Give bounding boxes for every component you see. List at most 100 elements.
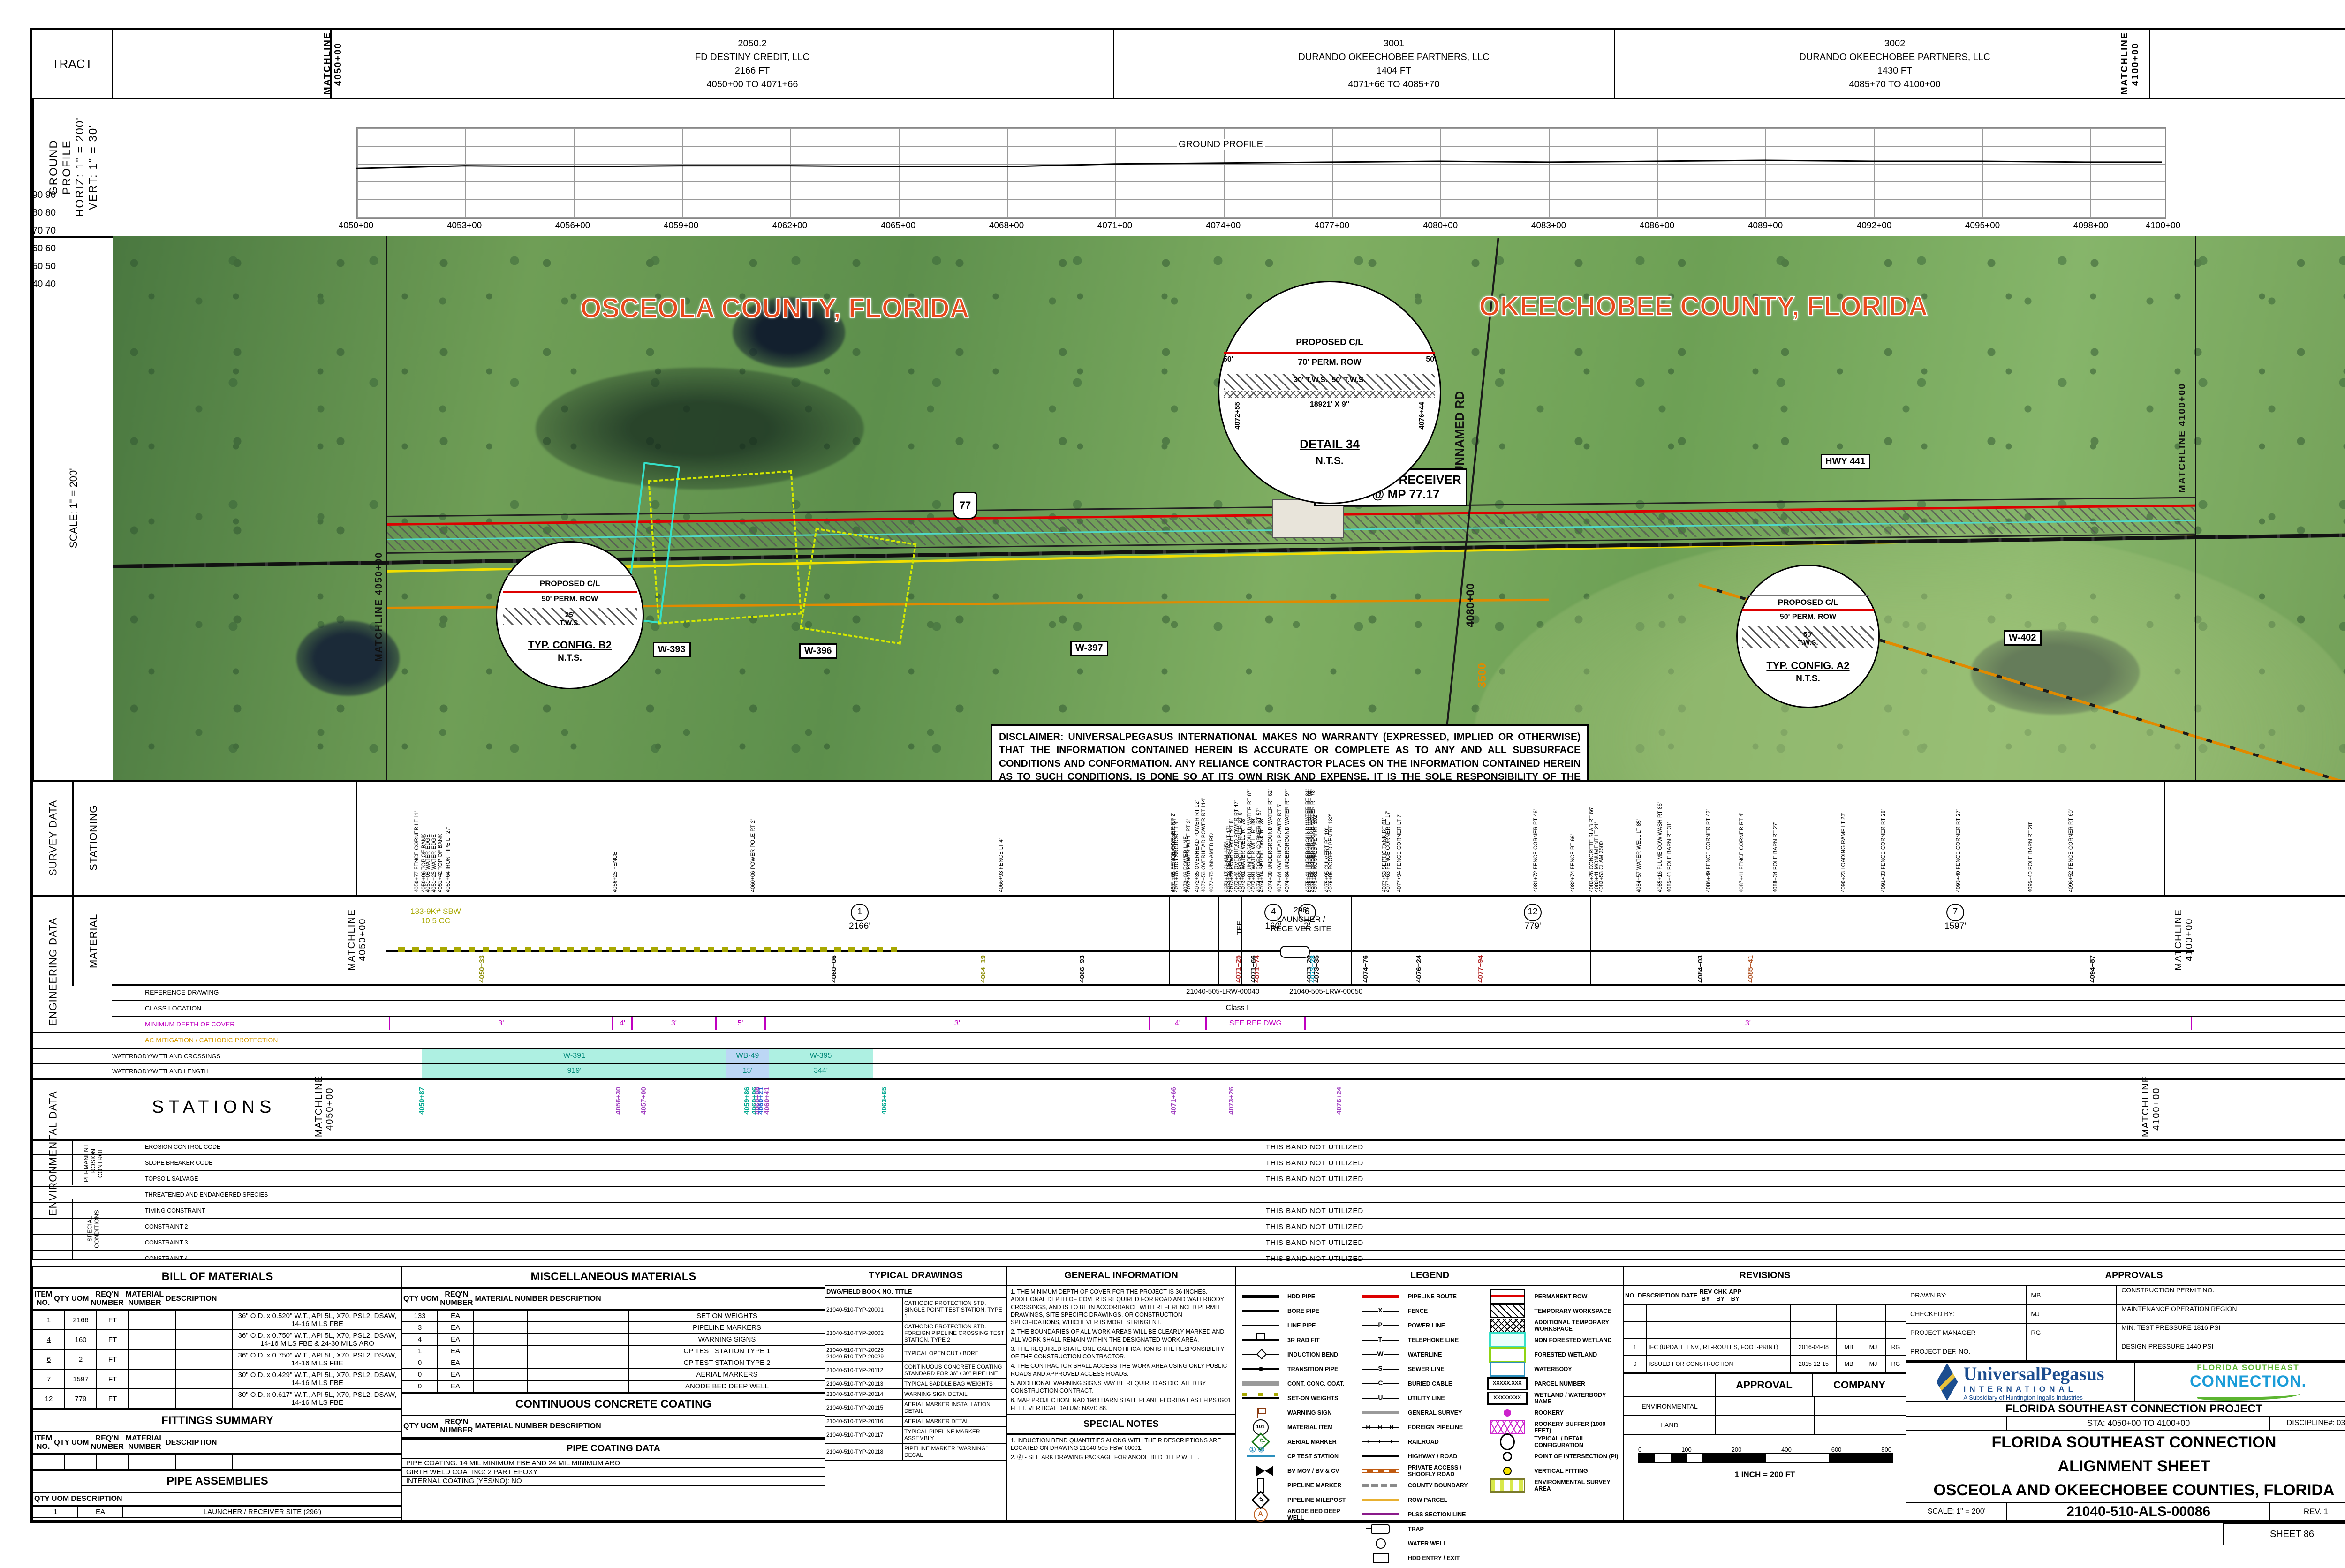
x-tick: 4065+00 xyxy=(880,221,916,231)
misc-row: 133 EA SET ON WEIGHTS xyxy=(402,1311,825,1322)
matchline-4100-mat: MATCHLINE 4100+00 xyxy=(2173,908,2194,971)
material-item: 4 160' xyxy=(1264,904,1282,932)
depth-segment: SEE REF DWG xyxy=(1205,1017,1306,1030)
material-station: 4084+03 xyxy=(1696,955,1704,983)
x-tick: 4050+00 xyxy=(338,221,374,231)
concrete-header: QTY xyxy=(403,1422,419,1430)
legend-item: CONT. CONC. COAT. xyxy=(1238,1376,1357,1391)
legend-item: RAILROAD xyxy=(1359,1434,1483,1449)
material-station: 4094+87 xyxy=(2088,955,2096,983)
env-row-label: EROSION CONTROL CODE xyxy=(145,1144,221,1150)
x-tick: 4098+00 xyxy=(2073,221,2109,231)
env-band-row: TOPSOIL SALVAGE THIS BAND NOT UTILIZED xyxy=(32,1171,2345,1187)
band-not-utilized: THIS BAND NOT UTILIZED xyxy=(1265,1238,1364,1247)
reference-dwg-2: 21040-505-LRW-00050 xyxy=(1289,988,1363,995)
material-station: 4071+74 xyxy=(1253,955,1261,983)
typical-row: 21040-510-TYP-20115 AERIAL MARKER INSTAL… xyxy=(825,1400,1006,1417)
env-stations-label: STATIONS xyxy=(152,1097,276,1117)
concrete-header: UOM xyxy=(420,1422,439,1430)
hwy-label: HWY 441 xyxy=(1821,454,1870,469)
approval-info: MIN. TEST PRESSURE 1816 PSI xyxy=(2117,1324,2345,1342)
legend-item: FENCE xyxy=(1359,1304,1483,1318)
typ-config-a2-circle: PROPOSED C/L 50' PERM. ROW 50' T.W.S. TY… xyxy=(1736,565,1880,708)
revisions-headers: NO. DESCRIPTION DATE REV BY CHK BY APP BY xyxy=(1624,1286,1906,1305)
env-row-label: CONSTRAINT 4 xyxy=(145,1255,188,1262)
approval-field: PROJECT MANAGER RG xyxy=(1906,1324,2116,1342)
x-tick: 4071+00 xyxy=(1097,221,1133,231)
legend-item: POWER LINE xyxy=(1359,1318,1483,1333)
approval-info: MAINTENANCE OPERATION REGION xyxy=(2117,1305,2345,1324)
legend-item: HDD PIPE xyxy=(1238,1289,1357,1304)
material-station: 4060+06 xyxy=(830,955,838,983)
revision-row: 1 IFC (UPDATE ENV., RE-ROUTES, FOOT-PRIN… xyxy=(1624,1339,1906,1356)
legend-item: TEMPORARY WORKSPACE xyxy=(1485,1304,1621,1318)
pipe-coating-title: PIPE COATING DATA xyxy=(402,1438,825,1459)
typical-row: 21040-510-TYP-20001 CATHODIC PROTECTION … xyxy=(825,1298,1006,1322)
survey-station-label: 4074+38 UNDERGROUND WATER RT 62' xyxy=(1268,789,1273,892)
revisions-header: APP BY xyxy=(1729,1288,1742,1302)
misc-header: UOM xyxy=(420,1295,439,1303)
survey-station-label: 4071+76 GUY ANCHOR LT 4' xyxy=(1174,821,1180,892)
x-tick: 4053+00 xyxy=(446,221,482,231)
material-item-length: 160' xyxy=(1265,921,1282,931)
legend-symbol-icon xyxy=(1359,1420,1403,1434)
material-item: 7 1597' xyxy=(1944,904,1966,932)
survey-station-label: 4072+10 POWER POLE RT 3' xyxy=(1186,819,1192,892)
bottom-tables: BILL OF MATERIALS ITEM NO. QTY UOM REQ'N NU… xyxy=(32,1266,2345,1563)
typical-column: TYPICAL DRAWINGS DWG/FIELD BOOK NO. TITLE… xyxy=(825,1266,1007,1521)
survey-station-label: 4086+49 FENCE CORNER RT 42' xyxy=(1706,809,1711,892)
typical-row: 21040-510-TYP-20112 CONTINUOUS CONCRETE … xyxy=(825,1362,1006,1379)
misc-row: 1 EA CP TEST STATION TYPE 1 xyxy=(402,1346,825,1357)
survey-station-label: 4056+25 FENCE xyxy=(613,851,618,892)
legend-item: WATERLINE xyxy=(1359,1347,1483,1362)
misc-rows: 133 EA SET ON WEIGHTS 3 EA PIPELINE MARK… xyxy=(402,1311,825,1393)
env-band-row: CONSTRAINT 3 THIS BAND NOT UTILIZED xyxy=(32,1235,2345,1251)
detail-34-circle: PROPOSED C/L 70' PERM. ROW 50' 50' 30' T… xyxy=(1218,281,1441,504)
disclaimer-box: DISCLAIMER: UNIVERSALPEGASUS INTERNATION… xyxy=(991,724,1589,780)
material-item-length: 2' xyxy=(1303,921,1311,931)
survey-station-label: 4050+77 FENCE CORNER LT 11' xyxy=(414,811,420,892)
scalebar-tick: 0 xyxy=(1638,1446,1642,1453)
depth-segment: 3' xyxy=(764,1017,1150,1030)
survey-station-label: 4075+61 ROOFED PEN RT 102' xyxy=(1313,814,1318,892)
tract-row: TRACT MATCHLINE 4050+00 MATCHLINE 4100+0… xyxy=(32,30,2345,99)
misc-header: REQ'N NUMBER xyxy=(440,1290,473,1307)
misc-header: QTY xyxy=(403,1295,419,1303)
band-not-utilized: THIS BAND NOT UTILIZED xyxy=(1265,1222,1364,1231)
bom-row: 6 2 FT 36" O.D. x 0.750" W.T., API 5L, X… xyxy=(33,1350,401,1370)
matchline-4050-env: MATCHLINE 4050+00 xyxy=(314,1075,335,1137)
y-tick: 80 xyxy=(32,208,43,218)
length-segment: 15' xyxy=(726,1064,769,1078)
legend-symbol-icon xyxy=(1359,1362,1403,1376)
legend-symbol-icon xyxy=(1485,1463,1529,1478)
approval-header: APPROVAL xyxy=(1716,1374,1813,1396)
env-station: 4073+26 xyxy=(1227,1087,1235,1115)
material-item: 1 2166' xyxy=(849,904,870,932)
row-class-value: Class I xyxy=(112,1000,2345,1017)
misc-row: 0 EA CP TEST STATION TYPE 2 xyxy=(402,1357,825,1369)
legend-item: SEWER LINE xyxy=(1359,1362,1483,1376)
env-row-label: TIMING CONSTRAINT xyxy=(145,1207,205,1214)
legend-item: INDUCTION BEND xyxy=(1238,1347,1357,1362)
survey-station-label: 4051+25 WATER EDGE xyxy=(431,834,437,892)
up-diamond-icon xyxy=(1936,1363,1958,1401)
legend-item: XX PIPELINE MILEPOST xyxy=(1238,1490,1357,1509)
survey-station-label: 4088+34 POLE BARN RT 27' xyxy=(1773,822,1778,892)
x-tick: 4095+00 xyxy=(1965,221,2000,231)
legend-item: POINT OF INTERSECTION (PI) xyxy=(1485,1449,1621,1463)
survey-station-label: 4074+64 OVERHEAD POWER RT 5' xyxy=(1277,803,1283,892)
misc-title: MISCELLANEOUS MATERIALS xyxy=(402,1266,825,1289)
legend-item: HDD ENTRY / EXIT xyxy=(1359,1551,1483,1565)
legend-symbol-icon: XXXXXXXX xyxy=(1485,1391,1529,1405)
fsc-swoosh-icon xyxy=(2196,1391,2300,1401)
survey-station-label: 4087+41 FENCE CORNER RT 4' xyxy=(1739,812,1745,892)
revisions-column: REVISIONS NO. DESCRIPTION DATE REV BY CHK BY… xyxy=(1624,1266,1906,1521)
y-tick: 80 xyxy=(45,208,56,218)
legend-symbol-icon xyxy=(1485,1304,1529,1318)
legend-symbol-icon xyxy=(1359,1493,1403,1507)
bom-title: BILL OF MATERIALS xyxy=(33,1266,401,1289)
x-tick: 4086+00 xyxy=(1639,221,1675,231)
approvals-left: DRAWN BY: MB CHECKED BY: MJ PROJECT MANA… xyxy=(1906,1286,2117,1361)
legend-symbol-icon xyxy=(1485,1361,1529,1377)
